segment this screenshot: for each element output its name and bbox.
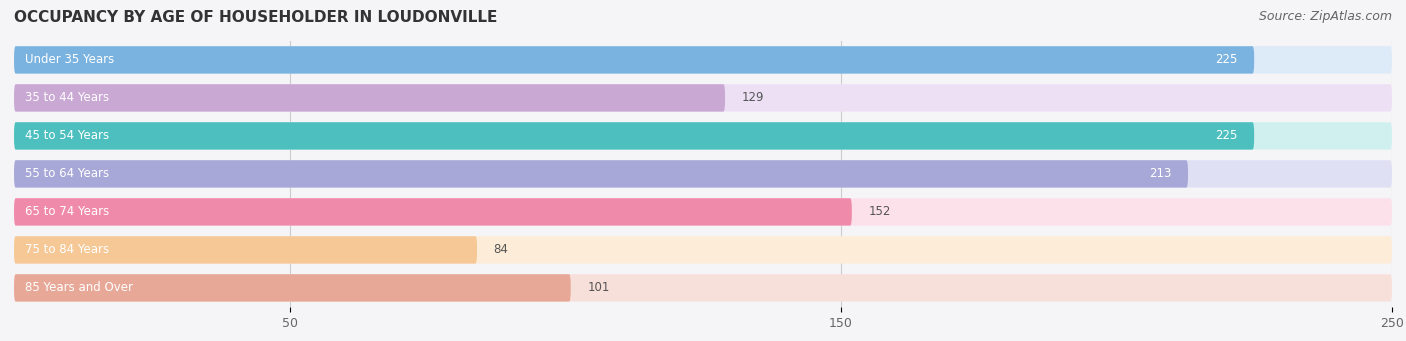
Text: 35 to 44 Years: 35 to 44 Years [25,91,110,104]
FancyBboxPatch shape [14,160,1188,188]
Text: 45 to 54 Years: 45 to 54 Years [25,130,110,143]
Text: Under 35 Years: Under 35 Years [25,54,114,66]
FancyBboxPatch shape [14,46,1392,74]
FancyBboxPatch shape [14,122,1254,150]
Text: 213: 213 [1149,167,1171,180]
FancyBboxPatch shape [14,274,571,301]
Text: 101: 101 [588,281,610,294]
FancyBboxPatch shape [14,274,1392,301]
Text: 65 to 74 Years: 65 to 74 Years [25,205,110,218]
FancyBboxPatch shape [14,84,725,112]
Text: 84: 84 [494,243,509,256]
Text: 55 to 64 Years: 55 to 64 Years [25,167,110,180]
Text: 225: 225 [1215,130,1237,143]
Text: 75 to 84 Years: 75 to 84 Years [25,243,110,256]
FancyBboxPatch shape [14,122,1392,150]
FancyBboxPatch shape [14,46,1254,74]
FancyBboxPatch shape [14,160,1392,188]
Text: 129: 129 [741,91,763,104]
FancyBboxPatch shape [14,84,1392,112]
FancyBboxPatch shape [14,236,1392,264]
Text: Source: ZipAtlas.com: Source: ZipAtlas.com [1258,10,1392,23]
Text: 152: 152 [869,205,891,218]
Text: 225: 225 [1215,54,1237,66]
FancyBboxPatch shape [14,198,1392,226]
Text: OCCUPANCY BY AGE OF HOUSEHOLDER IN LOUDONVILLE: OCCUPANCY BY AGE OF HOUSEHOLDER IN LOUDO… [14,10,498,25]
FancyBboxPatch shape [14,236,477,264]
Text: 85 Years and Over: 85 Years and Over [25,281,134,294]
FancyBboxPatch shape [14,198,852,226]
